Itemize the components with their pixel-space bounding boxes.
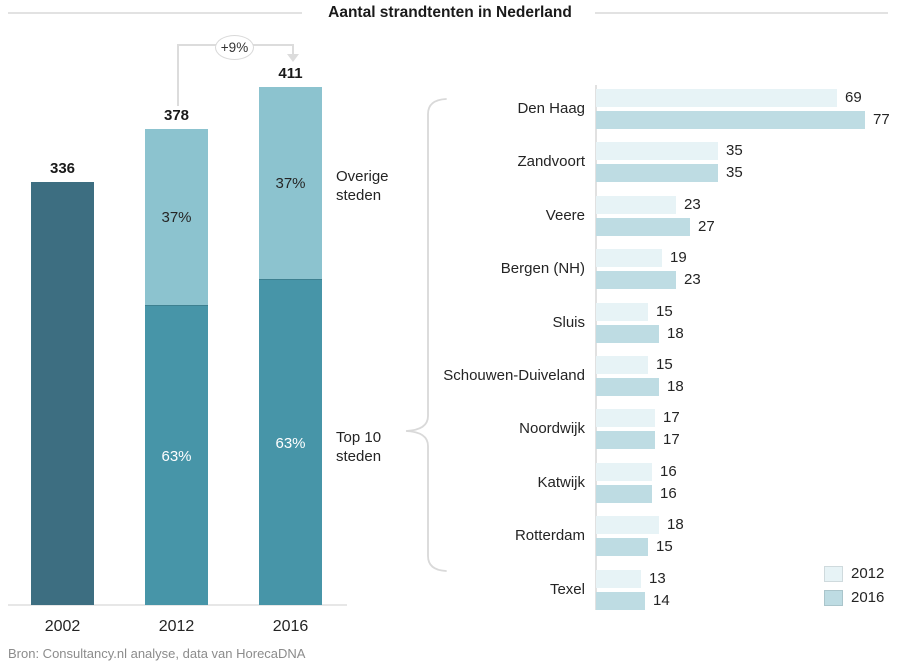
bar-2012-Schouwen-Duiveland bbox=[596, 356, 648, 374]
x-axis-tick-label: 2002 bbox=[44, 618, 81, 635]
bar-total-label: 378 bbox=[163, 107, 190, 124]
bar-2012-Zandvoort bbox=[596, 142, 718, 161]
source-note: Bron: Consultancy.nl analyse, data van H… bbox=[8, 646, 306, 661]
value-label: 14 bbox=[653, 591, 670, 609]
bar-2016-Bergen (NH) bbox=[596, 271, 676, 290]
bar-2012-Rotterdam bbox=[596, 516, 659, 535]
page-title: Aantal strandtenten in Nederland bbox=[328, 4, 572, 21]
value-label: 17 bbox=[663, 409, 680, 427]
top10-steden-label: Top 10 steden bbox=[336, 429, 382, 465]
city-label: Rotterdam bbox=[514, 527, 585, 545]
y-axis-line bbox=[595, 85, 597, 610]
bar-segment-overige-2012 bbox=[145, 129, 208, 305]
city-label: Schouwen-Duiveland bbox=[443, 367, 585, 384]
city-label: Veere bbox=[545, 206, 585, 224]
bar-2012-Noordwijk bbox=[596, 409, 655, 428]
city-label: Texel bbox=[549, 580, 585, 598]
bar-2012-Sluis bbox=[596, 302, 648, 321]
percent-label: 37% bbox=[161, 209, 192, 226]
value-label: 16 bbox=[660, 462, 677, 480]
legend-swatch-2016 bbox=[824, 590, 843, 606]
city-label: Katwijk bbox=[537, 473, 585, 491]
percent-label: 37% bbox=[275, 175, 306, 192]
title-rule-right bbox=[595, 12, 888, 14]
value-label: 16 bbox=[660, 484, 677, 502]
x-axis-line bbox=[8, 604, 347, 606]
value-label: 17 bbox=[663, 431, 680, 449]
value-label: 69 bbox=[845, 89, 862, 106]
bar-segment-overige-2016 bbox=[259, 87, 322, 279]
legend-label-2012: 2012 bbox=[851, 565, 885, 582]
bar-segment-top10-2012 bbox=[145, 305, 208, 605]
bar-2016-Sluis bbox=[596, 324, 659, 343]
legend-swatch-2012 bbox=[824, 566, 843, 582]
down-arrow-icon bbox=[287, 54, 299, 62]
value-label: 15 bbox=[656, 356, 673, 373]
annotation-connector-left bbox=[177, 44, 179, 106]
value-label: 15 bbox=[656, 302, 673, 320]
growth-label: +9% bbox=[220, 40, 249, 55]
growth-bubble: +9% bbox=[215, 35, 254, 60]
bar-2012-Katwijk bbox=[596, 462, 652, 481]
bar-2016-Den Haag bbox=[596, 111, 865, 129]
bar-2016-Katwijk bbox=[596, 484, 652, 503]
bar-2016-Texel bbox=[596, 591, 645, 610]
bar-2012-Veere bbox=[596, 195, 676, 214]
value-label: 35 bbox=[726, 142, 743, 160]
bar-segment-total-2002 bbox=[31, 182, 94, 605]
city-label: Bergen (NH) bbox=[500, 260, 585, 278]
bar-total-label: 336 bbox=[49, 160, 76, 177]
value-label: 18 bbox=[667, 324, 684, 342]
x-axis-tick-label: 2016 bbox=[272, 618, 309, 635]
value-label: 27 bbox=[698, 217, 715, 235]
bar-2016-Noordwijk bbox=[596, 431, 655, 450]
city-label: Den Haag bbox=[517, 100, 585, 117]
bar-2016-Rotterdam bbox=[596, 538, 648, 557]
city-label: Noordwijk bbox=[519, 420, 585, 438]
annotation-arrow-stem bbox=[292, 44, 294, 56]
value-label: 18 bbox=[667, 516, 684, 534]
bar-segment-top10-2016 bbox=[259, 279, 322, 605]
value-label: 77 bbox=[873, 111, 890, 128]
bar-2012-Texel bbox=[596, 569, 641, 588]
bar-2012-Den Haag bbox=[596, 89, 837, 107]
percent-label: 63% bbox=[161, 448, 192, 465]
bar-2016-Zandvoort bbox=[596, 164, 718, 183]
value-label: 15 bbox=[656, 538, 673, 556]
value-label: 23 bbox=[684, 195, 701, 213]
city-label: Sluis bbox=[552, 313, 585, 331]
bar-2016-Veere bbox=[596, 217, 690, 236]
city-label: Zandvoort bbox=[517, 153, 585, 171]
value-label: 23 bbox=[684, 271, 701, 289]
overige-steden-label: Overige steden bbox=[336, 168, 389, 204]
percent-label: 63% bbox=[275, 435, 306, 452]
value-label: 18 bbox=[667, 378, 684, 395]
brace-bracket bbox=[405, 98, 447, 572]
value-label: 35 bbox=[726, 164, 743, 182]
x-axis-tick-label: 2012 bbox=[158, 618, 195, 635]
bar-2016-Schouwen-Duiveland bbox=[596, 378, 659, 396]
bar-total-label: 411 bbox=[278, 65, 303, 82]
value-label: 19 bbox=[670, 249, 687, 267]
legend-label-2016: 2016 bbox=[851, 589, 885, 606]
bar-2012-Bergen (NH) bbox=[596, 249, 662, 268]
value-label: 13 bbox=[649, 569, 666, 587]
title-rule-left bbox=[8, 12, 302, 14]
